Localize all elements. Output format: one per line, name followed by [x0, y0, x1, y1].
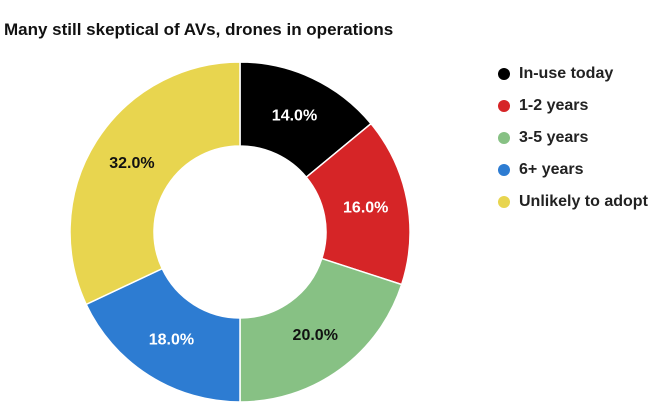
legend-swatch: [498, 196, 510, 208]
legend-label: In-use today: [519, 65, 614, 82]
legend-swatch: [498, 164, 510, 176]
legend-swatch: [498, 68, 510, 80]
legend-label: 3-5 years: [519, 129, 589, 146]
slice-6-years: [85, 267, 241, 403]
slice-label: 20.0%: [293, 327, 338, 344]
legend-item: In-use today: [498, 63, 658, 85]
legend-swatch: [498, 100, 510, 112]
legend-label: 6+ years: [519, 161, 584, 178]
legend: In-use today 1-2 years 3-5 years 6+ years Un…: [498, 63, 658, 223]
slice-label: 18.0%: [149, 332, 194, 349]
legend-swatch: [498, 132, 510, 144]
legend-item: Unlikely to adopt: [498, 191, 658, 213]
legend-label: Unlikely to adopt: [519, 193, 648, 210]
slice-3-5-years: [239, 257, 403, 403]
chart-title: Many still skeptical of AVs, drones in o…: [4, 20, 394, 39]
legend-item: 6+ years: [498, 159, 658, 181]
legend-item: 1-2 years: [498, 95, 658, 117]
legend-item: 3-5 years: [498, 127, 658, 149]
legend-label: 1-2 years: [519, 97, 589, 114]
slice-label: 16.0%: [343, 200, 388, 217]
slice-unlikely-to-adopt: [69, 61, 241, 306]
slice-label: 32.0%: [109, 155, 154, 172]
slice-label: 14.0%: [272, 108, 317, 125]
